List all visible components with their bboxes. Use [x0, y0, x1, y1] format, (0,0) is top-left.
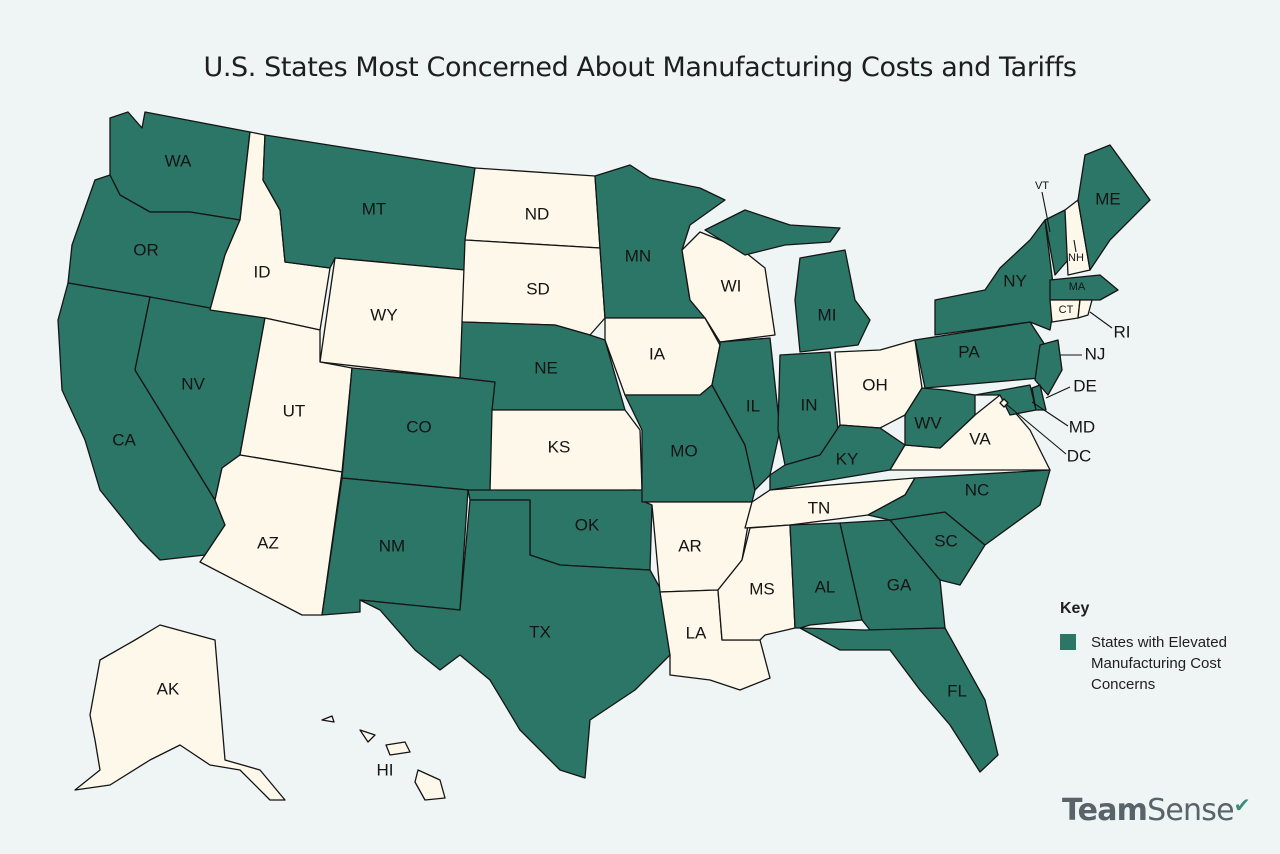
state-mi: [794, 249, 871, 353]
state-mi-upper: [704, 209, 841, 256]
key-label: States with Elevated Manufacturing Cost …: [1091, 634, 1227, 693]
leader-line-md: [1031, 401, 1069, 427]
leader-line-de: [1045, 386, 1071, 399]
state-label-pa: PA: [958, 342, 980, 361]
state-label-ut: UT: [283, 401, 306, 420]
key-swatch: [1060, 634, 1076, 650]
state-label-dc: DC: [1067, 446, 1092, 465]
state-label-ms: MS: [749, 579, 775, 598]
state-label-nv: NV: [181, 374, 205, 393]
state-ak: [74, 624, 286, 801]
state-label-al: AL: [815, 577, 836, 596]
state-label-ar: AR: [678, 536, 702, 555]
state-label-md: MD: [1069, 417, 1095, 436]
state-me: [1077, 144, 1151, 271]
key-item: States with Elevated Manufacturing Cost …: [1060, 632, 1275, 695]
state-ma: [1049, 274, 1119, 301]
state-il: [711, 337, 781, 491]
checkmark-icon: ✔: [1233, 793, 1251, 817]
state-label-vt: VT: [1035, 180, 1049, 192]
state-label-nc: NC: [965, 480, 990, 499]
state-ri: [1077, 299, 1093, 319]
state-label-in: IN: [801, 395, 818, 414]
state-label-hi: HI: [377, 760, 394, 779]
map-key: Key States with Elevated Manufacturing C…: [1060, 600, 1275, 695]
state-label-ky: KY: [836, 449, 859, 468]
state-label-ks: KS: [548, 437, 571, 456]
state-ky: [769, 424, 906, 491]
state-label-mo: MO: [670, 441, 697, 460]
state-label-sc: SC: [934, 531, 958, 550]
state-label-id: ID: [254, 262, 271, 281]
state-label-ca: CA: [112, 430, 136, 449]
leader-line-dc: [1005, 403, 1067, 455]
state-hi: [321, 715, 446, 801]
state-tx: [359, 499, 671, 779]
state-label-sd: SD: [526, 279, 550, 298]
state-label-co: CO: [406, 417, 432, 436]
leader-line-ri: [1089, 311, 1113, 329]
state-label-nm: NM: [379, 536, 405, 555]
state-wi: [681, 231, 776, 343]
state-label-tn: TN: [808, 498, 831, 517]
state-label-ct: CT: [1059, 304, 1074, 316]
state-label-wv: WV: [914, 413, 942, 432]
state-label-tx: TX: [529, 622, 551, 641]
leader-line-vt: [1041, 191, 1051, 233]
state-fl: [799, 627, 999, 773]
state-label-az: AZ: [257, 533, 279, 552]
state-dc: [999, 398, 1009, 408]
state-label-me: ME: [1095, 189, 1121, 208]
state-label-ne: NE: [534, 358, 558, 377]
state-ms: [717, 524, 796, 641]
state-label-wy: WY: [370, 305, 397, 324]
map-title: U.S. States Most Concerned About Manufac…: [203, 52, 1077, 83]
brand-bold: Team: [1062, 793, 1148, 828]
state-label-ia: IA: [649, 344, 666, 363]
state-label-mn: MN: [625, 246, 651, 265]
state-label-la: LA: [686, 623, 707, 642]
teamsense-logo: TeamSense✔: [1062, 793, 1251, 828]
state-label-ok: OK: [575, 515, 600, 534]
state-label-mi: MI: [818, 305, 837, 324]
state-label-nj: NJ: [1085, 344, 1106, 363]
state-mn: [594, 164, 726, 319]
state-label-wi: WI: [721, 276, 742, 295]
state-label-ga: GA: [887, 575, 912, 594]
leader-line-nh: [1073, 239, 1077, 253]
key-title: Key: [1060, 600, 1090, 617]
state-label-oh: OH: [862, 375, 888, 394]
brand-regular: Sense: [1147, 793, 1234, 828]
state-label-de: DE: [1073, 376, 1097, 395]
state-ny: [934, 219, 1056, 336]
state-label-or: OR: [133, 240, 159, 259]
state-label-nh: NH: [1068, 252, 1084, 264]
state-label-ma: MA: [1069, 281, 1086, 293]
state-label-ak: AK: [157, 679, 180, 698]
state-label-va: VA: [969, 429, 991, 448]
state-label-ny: NY: [1003, 271, 1027, 290]
state-label-ri: RI: [1114, 322, 1131, 341]
state-label-nd: ND: [525, 204, 550, 223]
state-ks: [489, 409, 643, 493]
state-nc: [867, 469, 1051, 546]
state-label-fl: FL: [947, 681, 967, 700]
state-label-mt: MT: [362, 199, 387, 218]
state-label-il: IL: [746, 396, 760, 415]
state-label-wa: WA: [165, 151, 192, 170]
state-nj: [1034, 339, 1063, 396]
